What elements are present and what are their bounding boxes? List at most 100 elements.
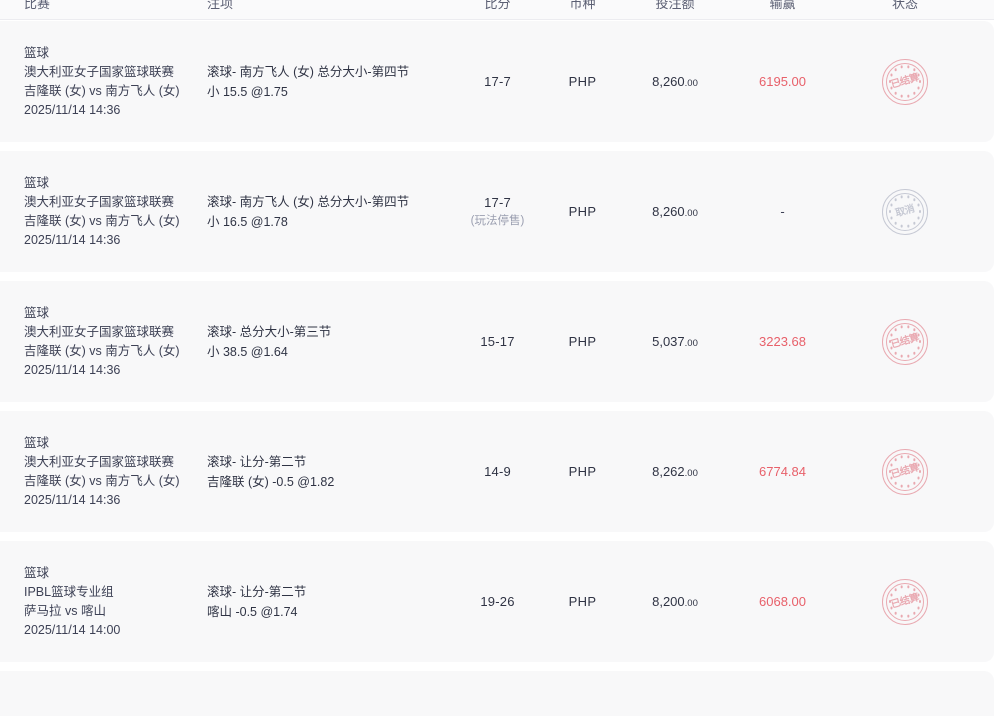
- match-cell: 篮球 澳大利亚女子国家篮球联赛 吉隆联 (女) vs 南方飞人 (女) 2025/11…: [0, 44, 205, 120]
- table-row[interactable]: 篮球 澳大利亚女子国家篮球联赛 吉隆联 (女) vs 南方飞人 (女) 2025/11…: [0, 151, 994, 272]
- bet-selection-cell: 滚球- 南方飞人 (女) 总分大小-第四节小 15.5 @1.75: [205, 62, 455, 102]
- match-league: 澳大利亚女子国家篮球联赛: [24, 454, 175, 469]
- match-sport: 篮球: [24, 565, 50, 580]
- match-sport: 篮球: [24, 305, 50, 320]
- match-cell: 篮球 澳大利亚女子国家篮球联赛 吉隆联 (女) vs 南方飞人 (女) 2025/11…: [0, 304, 205, 380]
- currency-cell: PHP: [540, 463, 625, 481]
- stamp-star-ring: [888, 65, 922, 99]
- stake-integer: 8,260: [652, 203, 685, 219]
- column-header-bet: 注项: [207, 0, 234, 11]
- currency-cell: PHP: [540, 73, 625, 91]
- score-cell: 17-7 (玩法停售): [455, 193, 540, 230]
- bet-selection: 小 15.5 @1.75: [207, 84, 288, 99]
- status-cell: 已结算: [840, 58, 970, 105]
- win-amount-value: 6068.00: [759, 593, 806, 609]
- win-amount-value: 6195.00: [759, 73, 806, 89]
- bet-selection-cell: 滚球- 南方飞人 (女) 总分大小-第四节小 16.5 @1.78: [205, 192, 455, 232]
- status-cell: 已结算: [840, 318, 970, 365]
- column-header-match: 比赛: [24, 0, 51, 11]
- status-stamp-icon: 取消: [882, 188, 928, 235]
- currency-value: PHP: [568, 203, 597, 219]
- column-header-status: 状态: [891, 0, 918, 11]
- stamp-outer-ring: [882, 188, 928, 235]
- table-row[interactable]: 篮球 澳大利亚女子国家篮球联赛 吉隆联 (女) vs 南方飞人 (女) 2025/11…: [0, 21, 994, 142]
- bet-selection: 小 16.5 @1.78: [207, 214, 288, 229]
- bet-selection: 小 38.5 @1.64: [207, 344, 288, 359]
- stake-integer: 8,200: [652, 593, 685, 609]
- bet-market: 滚球- 让分-第二节: [207, 454, 307, 469]
- bet-selection: 喀山 -0.5 @1.74: [207, 604, 298, 619]
- stake-cell: 8,260.00: [625, 73, 725, 91]
- table-row[interactable]: 篮球: [0, 671, 994, 716]
- currency-cell: PHP: [540, 203, 625, 221]
- status-cell: 取消: [840, 188, 970, 235]
- bet-market: 滚球- 让分-第二节: [207, 584, 307, 599]
- currency-cell: PHP: [540, 333, 625, 351]
- stamp-star-ring: [888, 455, 922, 489]
- match-teams: 吉隆联 (女) vs 南方飞人 (女): [24, 83, 180, 98]
- stamp-inner-ring: [886, 62, 924, 101]
- bet-selection-cell: 滚球- 让分-第二节 喀山 -0.5 @1.74: [205, 582, 455, 622]
- column-header-win: 输赢: [769, 0, 796, 11]
- match-time: 2025/11/14 14:36: [24, 102, 121, 117]
- stamp-outer-ring: [882, 448, 928, 495]
- score-value: 14-9: [484, 464, 511, 479]
- match-cell: 篮球澳大利亚女子国家篮球联赛 吉隆联 (女) vs 南方飞人 (女) 2025/11…: [0, 434, 205, 510]
- currency-value: PHP: [568, 73, 597, 89]
- score-value: 15-17: [480, 334, 515, 349]
- stamp-inner-ring: [886, 192, 924, 231]
- stamp-outer-ring: [882, 318, 928, 365]
- stamp-inner-ring: [886, 582, 924, 621]
- score-value: 19-26: [480, 594, 515, 609]
- match-sport: 篮球: [24, 435, 50, 450]
- bet-market: 滚球- 南方飞人 (女) 总分大小-第四节: [207, 194, 410, 209]
- stamp-outer-ring: [882, 58, 928, 105]
- stake-integer: 5,037: [652, 333, 685, 349]
- score-cell: 17-7: [455, 72, 540, 91]
- stake-value: 8,200.00: [652, 594, 698, 609]
- score-cell: 19-26: [455, 592, 540, 611]
- stake-cents: .00: [684, 597, 698, 609]
- stake-cents: .00: [684, 77, 698, 89]
- win-amount-cell: 6068.00: [725, 593, 840, 611]
- win-amount-cell: 6195.00: [725, 73, 840, 91]
- score-value: 17-7: [484, 195, 511, 210]
- stake-value: 8,260.00: [652, 74, 698, 89]
- stamp-inner-ring: [886, 322, 924, 361]
- match-teams: 吉隆联 (女) vs 南方飞人 (女): [24, 213, 180, 228]
- stake-value: 5,037.00: [652, 334, 698, 349]
- stake-cents: .00: [684, 207, 698, 219]
- win-amount-value: 6774.84: [759, 463, 806, 479]
- match-league: 澳大利亚女子国家篮球联赛: [24, 194, 175, 209]
- stamp-inner-ring: [886, 452, 924, 491]
- score-cell: 14-9: [455, 462, 540, 481]
- stake-integer: 8,260: [652, 73, 685, 89]
- table-header-row: 比赛 注项 比分 币种 投注额 输赢 状态: [0, 0, 994, 20]
- status-stamp-icon: 已结算: [882, 448, 928, 495]
- status-stamp-icon: 已结算: [882, 58, 928, 105]
- match-league: 澳大利亚女子国家篮球联赛: [24, 64, 175, 79]
- table-row[interactable]: 篮球 IPBL篮球专业组 萨马拉 vs 喀山 2025/11/14 14:00 滚球- …: [0, 541, 994, 662]
- match-time: 2025/11/14 14:36: [24, 492, 121, 507]
- win-amount-cell: 6774.84: [725, 463, 840, 481]
- table-row[interactable]: 篮球 澳大利亚女子国家篮球联赛 吉隆联 (女) vs 南方飞人 (女) 2025/11…: [0, 281, 994, 402]
- match-time: 2025/11/14 14:36: [24, 362, 121, 377]
- status-stamp-icon: 已结算: [882, 318, 928, 365]
- currency-cell: PHP: [540, 593, 625, 611]
- bet-market: 滚球- 南方飞人 (女) 总分大小-第四节: [207, 64, 410, 79]
- match-teams: 萨马拉 vs 喀山: [24, 603, 106, 618]
- table-row[interactable]: 篮球澳大利亚女子国家篮球联赛 吉隆联 (女) vs 南方飞人 (女) 2025/11…: [0, 411, 994, 532]
- stamp-star-ring: [888, 585, 922, 619]
- win-amount-value: 3223.68: [759, 333, 806, 349]
- stake-cents: .00: [684, 337, 698, 349]
- match-teams: 吉隆联 (女) vs 南方飞人 (女): [24, 343, 180, 358]
- match-league: IPBL篮球专业组: [24, 584, 114, 599]
- currency-value: PHP: [568, 463, 597, 479]
- score-value: 17-7: [484, 74, 511, 89]
- match-teams: 吉隆联 (女) vs 南方飞人 (女): [24, 473, 180, 488]
- match-time: 2025/11/14 14:00: [24, 622, 121, 637]
- stake-cell: 5,037.00: [625, 333, 725, 351]
- column-header-score: 比分: [484, 0, 511, 11]
- match-time: 2025/11/14 14:36: [24, 232, 121, 247]
- column-header-stake: 投注额: [655, 0, 695, 11]
